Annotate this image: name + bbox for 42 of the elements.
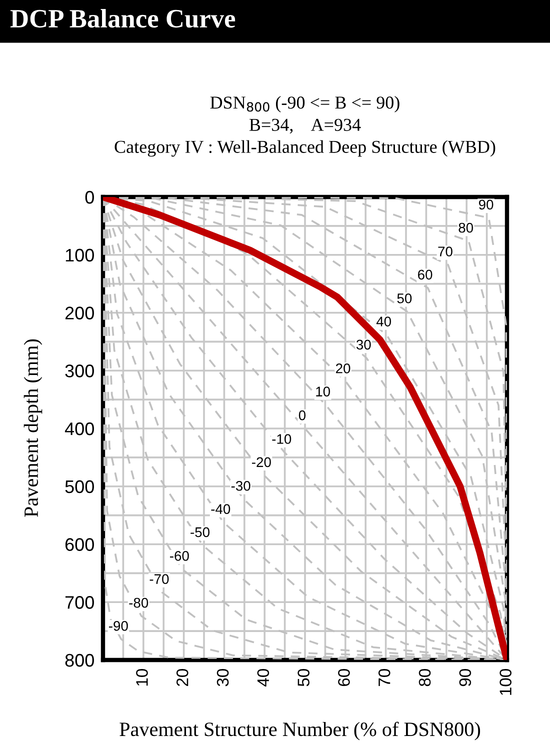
series-label: -20 [252,457,271,468]
series-label: -30 [231,480,250,491]
series-label: -90 [108,621,128,631]
series-label: 20 [336,363,350,374]
series-label: -70 [150,574,169,584]
x-tick-label: 50 [298,668,310,686]
series-label: -50 [190,527,210,538]
x-tick-label: 60 [338,668,350,686]
y-tick-label: 0 [85,190,94,204]
chart-title: DCP Balance Curve [10,9,236,28]
x-tick-label: 20 [176,668,188,686]
y-tick-label: 600 [65,538,94,551]
y-tick-label: 700 [65,596,94,609]
y-tick-label: 200 [65,306,94,320]
series-label: -40 [211,504,230,514]
series-label: 80 [458,222,474,233]
x-tick-label: 90 [459,668,472,686]
x-tick-label: 30 [216,668,229,686]
series-label: 50 [397,293,412,304]
chart-subtitle: DSN$_{800}$ (-90 <= B <= 90) B=34, A=934 Category IV : Well-Balanced Deep Structure (WBD) [114,96,496,157]
y-tick-label: 400 [64,422,94,436]
series-label: -60 [170,551,189,561]
series-label: 0 [298,410,306,420]
x-tick-label: 100 [500,668,512,695]
series-label: 70 [438,246,452,256]
series-label: -10 [272,434,292,444]
y-tick-label: 300 [65,364,94,378]
y-tick-label: 800 [65,654,94,667]
y-tick-label: 500 [65,480,94,494]
y-axis-title: Pavement depth (mm) [24,339,42,517]
series-label: 60 [418,270,432,280]
series-label: -80 [129,598,148,608]
x-tick-label: 80 [418,668,431,686]
x-tick-label: 70 [378,668,390,686]
series-label: 40 [376,316,392,326]
series-label: 30 [356,340,371,350]
series-label: 10 [316,386,330,396]
x-tick-label: 10 [136,668,148,686]
x-axis-title: Pavement Structure Number (% of DSN800) [120,722,480,740]
x-tick-label: 40 [257,668,270,686]
series-label: 90 [478,200,494,210]
y-tick-label: 100 [66,248,94,262]
